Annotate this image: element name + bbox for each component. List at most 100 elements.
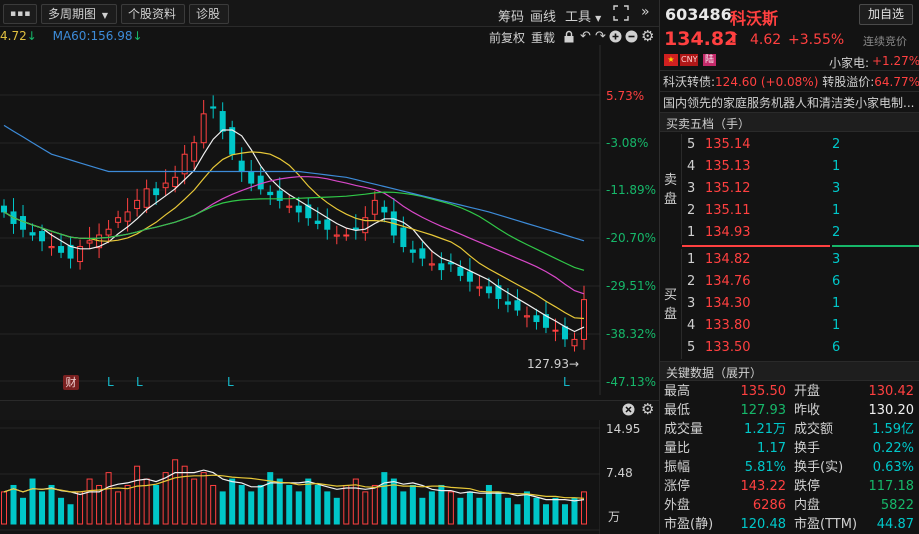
price-change-pct: +3.55% — [788, 32, 845, 48]
keydata-label: 振幅 — [664, 460, 691, 475]
ask-volume: 2 — [832, 137, 841, 152]
zoom-in-icon[interactable] — [609, 30, 622, 46]
keydata-value: 6286 — [752, 498, 786, 513]
ma10-line — [3, 151, 585, 320]
price-change: 4.62 — [750, 32, 782, 48]
bids-list: 1 134.82 3 2 134.76 6 3 134.30 1 4 133.80 1 5 133.50 6 — [682, 249, 919, 359]
volume-bar — [172, 459, 179, 525]
vol-ma5-line — [3, 469, 585, 502]
candle — [409, 249, 416, 253]
tools-label: 工具 — [565, 10, 592, 25]
bid-volume: 6 — [832, 340, 841, 355]
bond-row[interactable]: 科沃转债:124.60 (+0.08%) 转股溢价:64.77% — [663, 73, 919, 90]
keydata-label: 市盈(TTM) — [794, 517, 858, 532]
kline-chart[interactable] — [0, 45, 659, 395]
more-button[interactable]: ▪▪▪ — [3, 4, 37, 24]
keydata-value: 1.17 — [757, 441, 786, 456]
candle — [523, 315, 530, 318]
candle — [1, 205, 7, 213]
period-label: 多周期图 — [48, 7, 97, 21]
add-watch-button[interactable]: 加自选 — [859, 4, 913, 25]
volume-bar — [29, 478, 36, 525]
diagnose-button[interactable]: 诊股 — [189, 4, 229, 24]
keydata-value: 5.81% — [744, 460, 786, 475]
ask-volume: 1 — [832, 159, 841, 174]
candle — [77, 246, 84, 263]
ma60-value: MA60:156.98 — [52, 29, 133, 43]
close-volume-icon[interactable] — [622, 403, 635, 419]
ask-row[interactable]: 2 135.11 1 — [682, 200, 919, 222]
keydata-value: 130.42 — [868, 384, 915, 399]
ask-row[interactable]: 3 135.12 3 — [682, 178, 919, 200]
ma20-line — [3, 176, 585, 295]
volume-bar — [105, 472, 112, 525]
candle — [20, 216, 27, 230]
keydata-row: 外盘 6286 内盘 5822 — [660, 496, 918, 515]
candle — [257, 175, 264, 190]
redo-icon[interactable]: ↷ — [595, 29, 606, 44]
volume-bar — [1, 491, 7, 525]
bid-row[interactable]: 2 134.76 6 — [682, 271, 919, 293]
fullscreen-icon[interactable] — [612, 4, 630, 22]
settings-gear-icon[interactable]: ⚙ — [641, 27, 655, 45]
ask-row[interactable]: 4 135.13 1 — [682, 156, 919, 178]
chips-button[interactable]: 筹码 — [498, 10, 525, 25]
sector-label[interactable]: 小家电: — [829, 56, 870, 70]
candle — [504, 301, 511, 305]
keydata-header[interactable]: 关键数据（展开） — [660, 361, 919, 381]
volume-settings-gear-icon[interactable]: ⚙ — [641, 400, 655, 418]
volume-bar — [229, 478, 236, 525]
overlay-button[interactable]: 重载 — [531, 31, 556, 45]
tools-dropdown[interactable]: 工具 ▼ — [565, 6, 601, 25]
keydata-value: 143.22 — [740, 479, 787, 494]
volume-bar — [162, 472, 169, 525]
zoom-out-icon[interactable] — [625, 30, 638, 46]
l-marker[interactable]: L — [136, 375, 143, 389]
keydata-value: 1.59亿 — [872, 422, 914, 437]
bid-row[interactable]: 4 133.80 1 — [682, 315, 919, 337]
volume-bar — [191, 478, 198, 525]
keydata-label: 成交额 — [794, 422, 834, 437]
volume-bar — [181, 465, 188, 525]
volume-chart[interactable] — [0, 420, 600, 534]
l-marker[interactable]: L — [107, 375, 114, 389]
candle — [305, 204, 312, 219]
ask-row[interactable]: 5 135.14 2 — [682, 134, 919, 156]
lock-icon[interactable] — [563, 30, 575, 46]
candle — [371, 199, 378, 215]
adjust-button[interactable]: 前复权 — [489, 31, 526, 45]
bid-row[interactable]: 5 133.50 6 — [682, 337, 919, 359]
collapse-right-icon[interactable]: » — [641, 4, 650, 20]
l-marker[interactable]: L — [563, 375, 570, 389]
ask-row[interactable]: 1 134.93 2 — [682, 222, 919, 244]
volume-bar — [581, 491, 587, 525]
undo-icon[interactable]: ↶ — [580, 29, 591, 44]
candle — [162, 182, 169, 189]
candle — [115, 217, 122, 223]
up-arrow-icon: ⬆ — [728, 30, 740, 46]
volume-bar — [419, 497, 426, 525]
volume-bar — [438, 484, 445, 525]
volume-bar — [352, 478, 359, 525]
stock-code: 603486 — [665, 5, 732, 24]
volume-bar — [200, 472, 207, 525]
profile-button[interactable]: 个股资料 — [121, 4, 185, 24]
period-dropdown[interactable]: 多周期图 ▼ — [41, 4, 117, 24]
company-description[interactable]: 国内领先的家庭服务机器人和清洁类小家电制... — [663, 96, 915, 110]
keydata-label: 量比 — [664, 441, 691, 456]
current-price: 134.82 — [664, 28, 738, 50]
drawline-button[interactable]: 画线 — [530, 10, 557, 25]
volume-bar — [400, 491, 407, 525]
bid-row[interactable]: 3 134.30 1 — [682, 293, 919, 315]
y-axis-labels: 5.73% -3.08% -11.89% -20.70% -29.51% -38… — [600, 45, 659, 395]
china-flag-icon: ★ — [664, 54, 678, 66]
l-marker[interactable]: L — [227, 375, 234, 389]
caret-down-icon: ▼ — [595, 14, 602, 23]
ask-level: 3 — [687, 181, 696, 196]
earnings-marker[interactable]: 财 — [63, 375, 79, 390]
bid-row[interactable]: 1 134.82 3 — [682, 249, 919, 271]
volume-bar — [219, 491, 226, 525]
connect-badge: 陆 — [703, 54, 717, 66]
candle — [352, 227, 359, 230]
volume-bar — [561, 504, 568, 525]
